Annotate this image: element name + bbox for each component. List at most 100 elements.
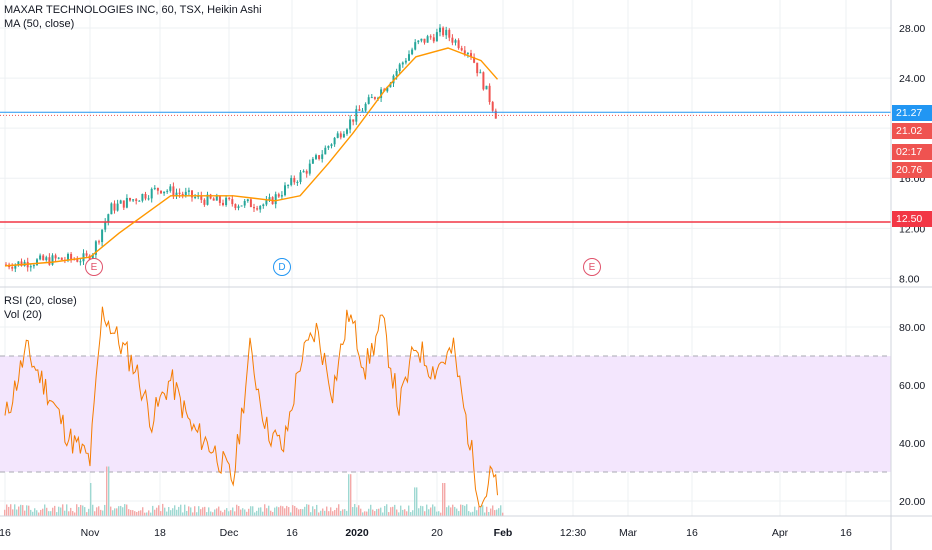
candle-body [324, 147, 327, 155]
candle-body [172, 186, 175, 197]
volume-bar [318, 512, 320, 516]
earnings-marker[interactable]: E [583, 258, 601, 276]
candle-body [408, 54, 410, 61]
chart-title: MAXAR TECHNOLOGIES INC, 60, TSX, Heikin … [4, 4, 262, 16]
volume-bar [6, 504, 8, 516]
volume-bar [38, 512, 40, 516]
dividend-marker[interactable]: D [273, 258, 291, 276]
candle-body [116, 203, 119, 211]
candle-body [14, 264, 17, 269]
candle-body [187, 190, 190, 192]
volume-bar [272, 512, 274, 516]
volume-bar [60, 507, 62, 516]
candle-body [45, 257, 48, 261]
volume-bar [148, 510, 150, 516]
volume-bar [488, 511, 490, 516]
candle-body [352, 119, 355, 122]
volume-bar [154, 509, 156, 516]
volume-bar [500, 505, 502, 516]
volume-bar [368, 508, 370, 516]
volume-bar [90, 483, 92, 516]
volume-bar [306, 504, 308, 516]
volume-bar [386, 504, 388, 516]
volume-bar [228, 511, 230, 516]
volume-bar [214, 509, 216, 516]
candle-body [488, 85, 491, 103]
volume-bar [98, 506, 100, 516]
candle-body [253, 207, 255, 209]
candle-body [262, 204, 265, 207]
volume-bar [268, 505, 270, 516]
volume-bar [56, 512, 58, 516]
volume-bar [466, 504, 468, 516]
volume-bar [250, 506, 252, 516]
candle-body [417, 40, 420, 43]
candle-body [423, 38, 426, 43]
candle-body [305, 171, 308, 174]
volume-bar [36, 510, 38, 516]
candles [5, 24, 497, 273]
volume-bar [12, 509, 14, 516]
candle-body [85, 253, 88, 256]
volume-bar [418, 508, 420, 516]
volume-bar [350, 474, 352, 516]
volume-bar [422, 506, 424, 516]
volume-bar [494, 510, 496, 516]
volume-bar [292, 505, 294, 516]
candle-body [225, 197, 228, 206]
volume-bar [46, 507, 48, 516]
volume-bar [468, 511, 470, 516]
candle-body [386, 87, 389, 92]
volume-bar [374, 511, 376, 516]
candle-body [373, 97, 376, 99]
ma-line [4, 47, 499, 267]
volume-bar [142, 507, 144, 516]
volume-bar [86, 512, 88, 516]
volume-bar [26, 505, 28, 516]
volume-bar [440, 512, 442, 516]
candle-body [364, 103, 367, 111]
time-tick-label: Feb [494, 527, 513, 539]
volume-bar [204, 506, 206, 516]
earnings-marker[interactable]: E [85, 258, 103, 276]
volume-bar [164, 507, 166, 516]
candle-body [138, 200, 141, 202]
candle-body [451, 37, 454, 43]
volume-bar [242, 508, 244, 516]
volume-bar [208, 507, 210, 516]
volume-bar [126, 504, 128, 516]
candle-body [237, 206, 240, 209]
candle-body [209, 194, 212, 199]
candle-body [494, 110, 497, 119]
candle-body [280, 195, 283, 197]
indicator-lines [0, 47, 891, 508]
volume-bar [442, 483, 444, 516]
volume-bar [132, 510, 134, 516]
volume-bar [120, 505, 122, 516]
volume-bar [364, 511, 366, 516]
candle-body [336, 133, 339, 138]
volume-bar [80, 504, 82, 516]
volume-bar [216, 508, 218, 516]
volume-bar [274, 507, 276, 516]
volume-bar [224, 509, 226, 516]
time-tick-label: 16 [840, 527, 852, 539]
volume-bar [300, 508, 302, 516]
candle-body [48, 257, 51, 265]
candle-body [246, 199, 249, 201]
volume-bar [184, 504, 186, 516]
candle-body [79, 261, 82, 263]
volume-bar [96, 507, 98, 516]
volume-bar [252, 506, 254, 516]
volume-bar [22, 505, 24, 516]
volume-bar [334, 510, 336, 516]
candle-body [36, 259, 38, 266]
candle-body [240, 205, 243, 207]
volume-bar [4, 509, 6, 516]
price-tick-label: 24.00 [899, 73, 925, 85]
volume-bar [50, 511, 52, 516]
volume-bar [54, 505, 56, 516]
candle-body [367, 97, 370, 104]
candle-body [166, 190, 169, 192]
rsi-line [4, 306, 498, 508]
